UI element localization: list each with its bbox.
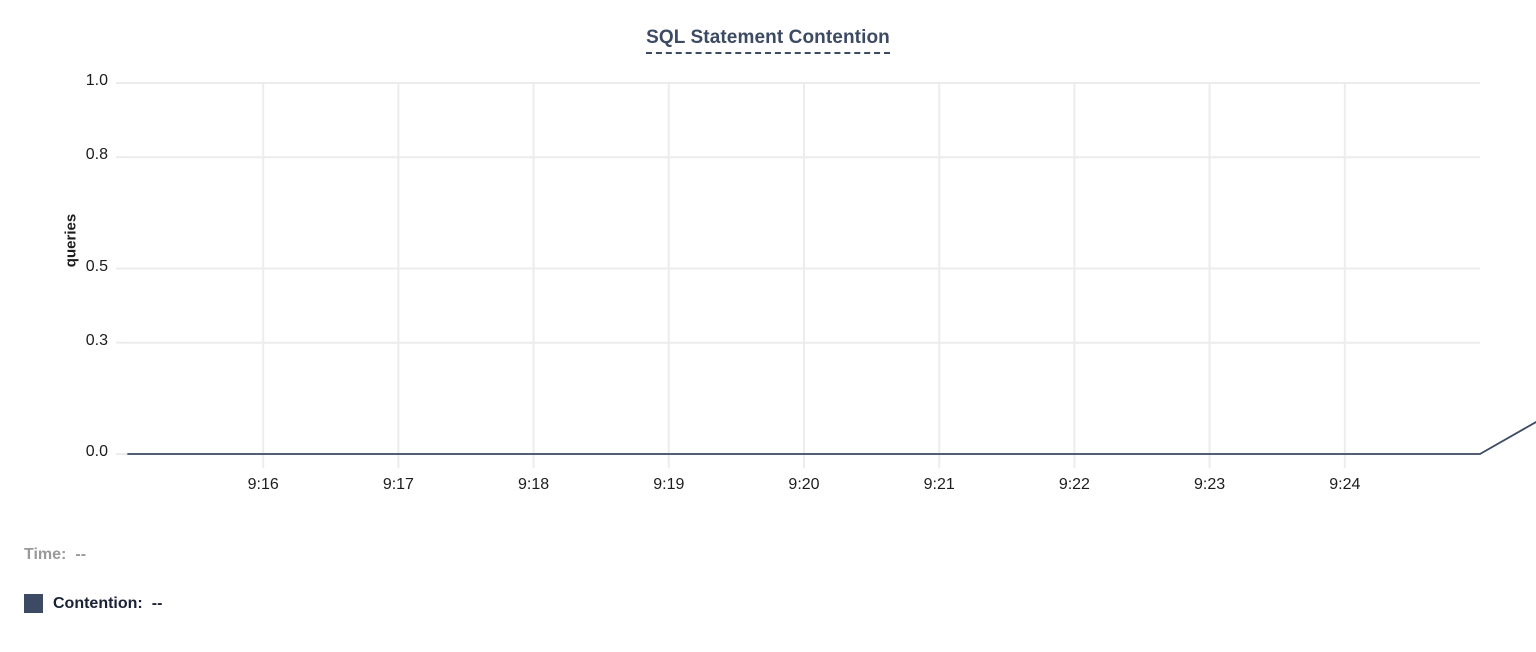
y-axis-tick-label: 0.8 — [85, 146, 108, 164]
series-readout-value: -- — [151, 594, 163, 612]
y-axis-tick-label: 0.5 — [85, 257, 108, 275]
vertical-gridlines — [262, 83, 1346, 454]
time-readout-value: -- — [75, 546, 87, 563]
x-axis-tick-label: 9:19 — [653, 476, 685, 493]
time-readout: Time: -- — [24, 546, 86, 564]
x-axis-ticks — [262, 454, 1346, 468]
time-readout-label: Time: — [24, 546, 67, 563]
series-readout: Contention: -- — [24, 594, 162, 613]
x-axis-tick-label: 9:24 — [1329, 476, 1361, 493]
chart-title-text: SQL Statement Contention — [646, 27, 890, 54]
y-axis-tick-label: 1.0 — [85, 72, 108, 89]
series-color-swatch — [24, 594, 43, 613]
x-axis-tick-label: 9:17 — [382, 476, 414, 493]
plot-area — [116, 82, 1536, 468]
y-axis-tick-label: 0.0 — [85, 443, 108, 460]
y-axis-tick-marks — [116, 82, 128, 455]
series-readout-label: Contention: — [53, 594, 143, 612]
x-axis-tick-label: 9:21 — [923, 476, 955, 493]
x-axis-tick-label: 9:18 — [518, 476, 550, 493]
x-axis-tick-label: 9:16 — [247, 476, 279, 493]
y-axis-tick-label: 0.3 — [85, 331, 108, 349]
x-axis-tick-label: 9:23 — [1194, 476, 1226, 493]
chart-title: SQL Statement Contention — [0, 27, 1536, 54]
x-axis-tick-label: 9:22 — [1058, 476, 1090, 493]
x-axis-tick-label: 9:20 — [788, 476, 820, 493]
